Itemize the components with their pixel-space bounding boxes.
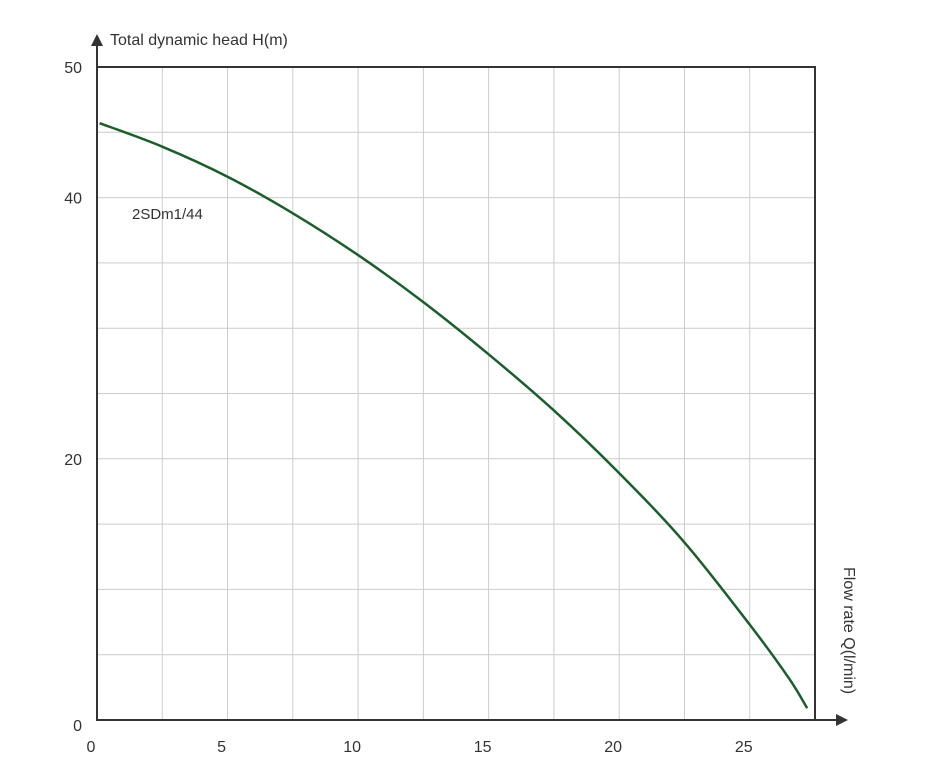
x-tick-label: 20 [604,739,622,756]
x-tick-labels: 0 5 10 15 20 25 [87,739,753,756]
y-tick-labels: 0 20 40 50 [64,60,82,735]
grid-lines [97,67,815,720]
y-axis-arrow-icon [91,34,103,46]
y-axis-title: Total dynamic head H(m) [110,32,288,49]
x-tick-label: 0 [87,739,96,756]
axes [91,34,848,726]
series-group [99,121,809,709]
x-axis-title: Flow rate Q(l/min) [840,567,857,694]
y-tick-label: 50 [64,60,82,77]
y-tick-label: 20 [64,452,82,469]
y-tick-label: 40 [64,191,82,208]
x-tick-label: 10 [343,739,361,756]
y-tick-label: 0 [73,718,82,735]
x-axis-arrow-icon [836,714,848,726]
x-tick-label: 15 [474,739,492,756]
series-label: 2SDm1/44 [132,206,203,223]
x-tick-label: 25 [735,739,753,756]
x-tick-label: 5 [217,739,226,756]
series-line [99,121,809,709]
